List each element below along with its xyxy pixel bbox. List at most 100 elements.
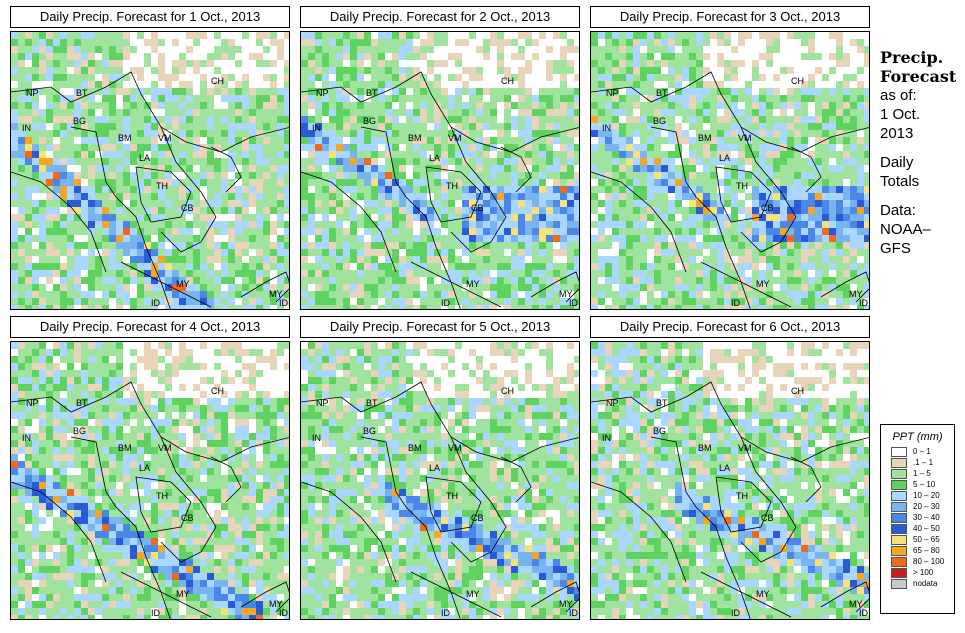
country-code: NP [26, 398, 39, 408]
country-code: VM [738, 443, 752, 453]
as-of-label: as of: [880, 87, 917, 104]
country-code: ID [151, 298, 160, 308]
country-code: MY [756, 589, 770, 599]
legend-swatch [891, 578, 907, 589]
totals-label: Totals [880, 173, 920, 190]
legend-label: 65 – 80 [913, 545, 940, 555]
precip-grid [591, 342, 869, 619]
precip-map: NP BT IN BG BM CH VM LA TH CB MY ID MY ID [10, 31, 290, 310]
legend-label: 1 – 5 [913, 468, 931, 478]
country-code: NP [606, 88, 619, 98]
legend-label: 40 – 50 [913, 523, 940, 533]
country-code: MY [269, 289, 283, 299]
country-code: BG [73, 116, 87, 126]
panel-title: Daily Precip. Forecast for 6 Oct., 2013 [590, 316, 870, 338]
precip-grid [11, 32, 289, 309]
country-code: TH [156, 491, 168, 501]
country-code: CH [501, 76, 514, 86]
country-code: BG [653, 116, 667, 126]
country-code: MY [466, 279, 480, 289]
country-code: BT [76, 88, 88, 98]
legend-swatch [891, 512, 907, 523]
country-code: CB [761, 203, 774, 213]
legend-label: 30 – 40 [913, 512, 940, 522]
legend-item: > 100 [891, 567, 954, 578]
country-code: ID [151, 608, 160, 618]
precip-map: NP BT IN BG BM CH VM LA TH CB MY ID MY ID [300, 31, 580, 310]
legend-swatch [891, 468, 907, 479]
legend-item: 80 – 100 [891, 556, 954, 567]
legend-label: nodata [913, 578, 938, 588]
country-code: ID [859, 298, 868, 308]
country-code: MY [559, 289, 573, 299]
country-code: ID [859, 608, 868, 618]
legend-swatch [891, 567, 907, 578]
legend-label: 20 – 30 [913, 501, 940, 511]
forecast-panel: Daily Precip. Forecast for 1 Oct., 2013 N… [10, 6, 290, 311]
country-code: TH [736, 181, 748, 191]
country-code: VM [158, 443, 172, 453]
precip-map: NP BT IN BG BM CH VM LA TH CB MY ID MY ID [300, 341, 580, 620]
country-code: CH [211, 76, 224, 86]
country-code: MY [559, 599, 573, 609]
country-code: BM [408, 133, 422, 143]
country-code: NP [316, 398, 329, 408]
as-of-year: 2013 [880, 125, 914, 142]
panel-title: Daily Precip. Forecast for 2 Oct., 2013 [300, 6, 580, 28]
country-code: LA [429, 463, 441, 473]
country-code: TH [156, 181, 168, 191]
precip-grid [11, 342, 289, 619]
country-code: IN [22, 123, 31, 133]
country-code: CB [761, 513, 774, 523]
panel-title: Daily Precip. Forecast for 3 Oct., 2013 [590, 6, 870, 28]
country-code: LA [719, 463, 731, 473]
legend-swatch [891, 501, 907, 512]
legend-swatch [891, 490, 907, 501]
country-code: BT [366, 398, 378, 408]
legend-item: 5 – 10 [891, 479, 954, 490]
legend-item: 65 – 80 [891, 545, 954, 556]
legend-swatch [891, 523, 907, 534]
country-code: LA [429, 153, 441, 163]
country-code: BT [656, 88, 668, 98]
legend-item: 40 – 50 [891, 523, 954, 534]
country-code: ID [569, 298, 578, 308]
country-code: BT [366, 88, 378, 98]
country-code: BM [408, 443, 422, 453]
country-code: MY [849, 599, 863, 609]
country-code: ID [441, 608, 450, 618]
legend-label: 5 – 10 [913, 479, 936, 489]
legend-item: .1 – 1 [891, 457, 954, 468]
legend-swatch [891, 479, 907, 490]
precip-map: NP BT IN BG BM CH VM LA TH CB MY ID MY ID [590, 341, 870, 620]
country-code: IN [312, 123, 321, 133]
country-code: IN [22, 433, 31, 443]
precip-grid [301, 342, 579, 619]
country-code: VM [448, 133, 462, 143]
legend-label: > 100 [913, 567, 934, 577]
country-code: MY [176, 279, 190, 289]
country-code: MY [466, 589, 480, 599]
country-code: CH [501, 386, 514, 396]
country-code: BG [653, 426, 667, 436]
data-source-1: NOAA– [880, 221, 931, 238]
sidebar-title-1: Precip. [880, 48, 944, 67]
legend-label: 0 – 1 [913, 446, 931, 456]
country-code: BM [118, 133, 132, 143]
legend-swatch [891, 457, 907, 468]
precip-map: NP BT IN BG BM CH VM LA TH CB MY ID MY ID [590, 31, 870, 310]
panel-title: Daily Precip. Forecast for 1 Oct., 2013 [10, 6, 290, 28]
country-code: NP [316, 88, 329, 98]
legend-swatch [891, 446, 907, 457]
legend-item: 0 – 1 [891, 446, 954, 457]
legend-label: 80 – 100 [913, 556, 945, 566]
legend-swatch [891, 556, 907, 567]
country-code: VM [738, 133, 752, 143]
legend-item: 20 – 30 [891, 501, 954, 512]
country-code: ID [731, 298, 740, 308]
country-code: TH [446, 181, 458, 191]
country-code: ID [731, 608, 740, 618]
panel-title: Daily Precip. Forecast for 5 Oct., 2013 [300, 316, 580, 338]
legend-swatch [891, 545, 907, 556]
country-code: MY [849, 289, 863, 299]
